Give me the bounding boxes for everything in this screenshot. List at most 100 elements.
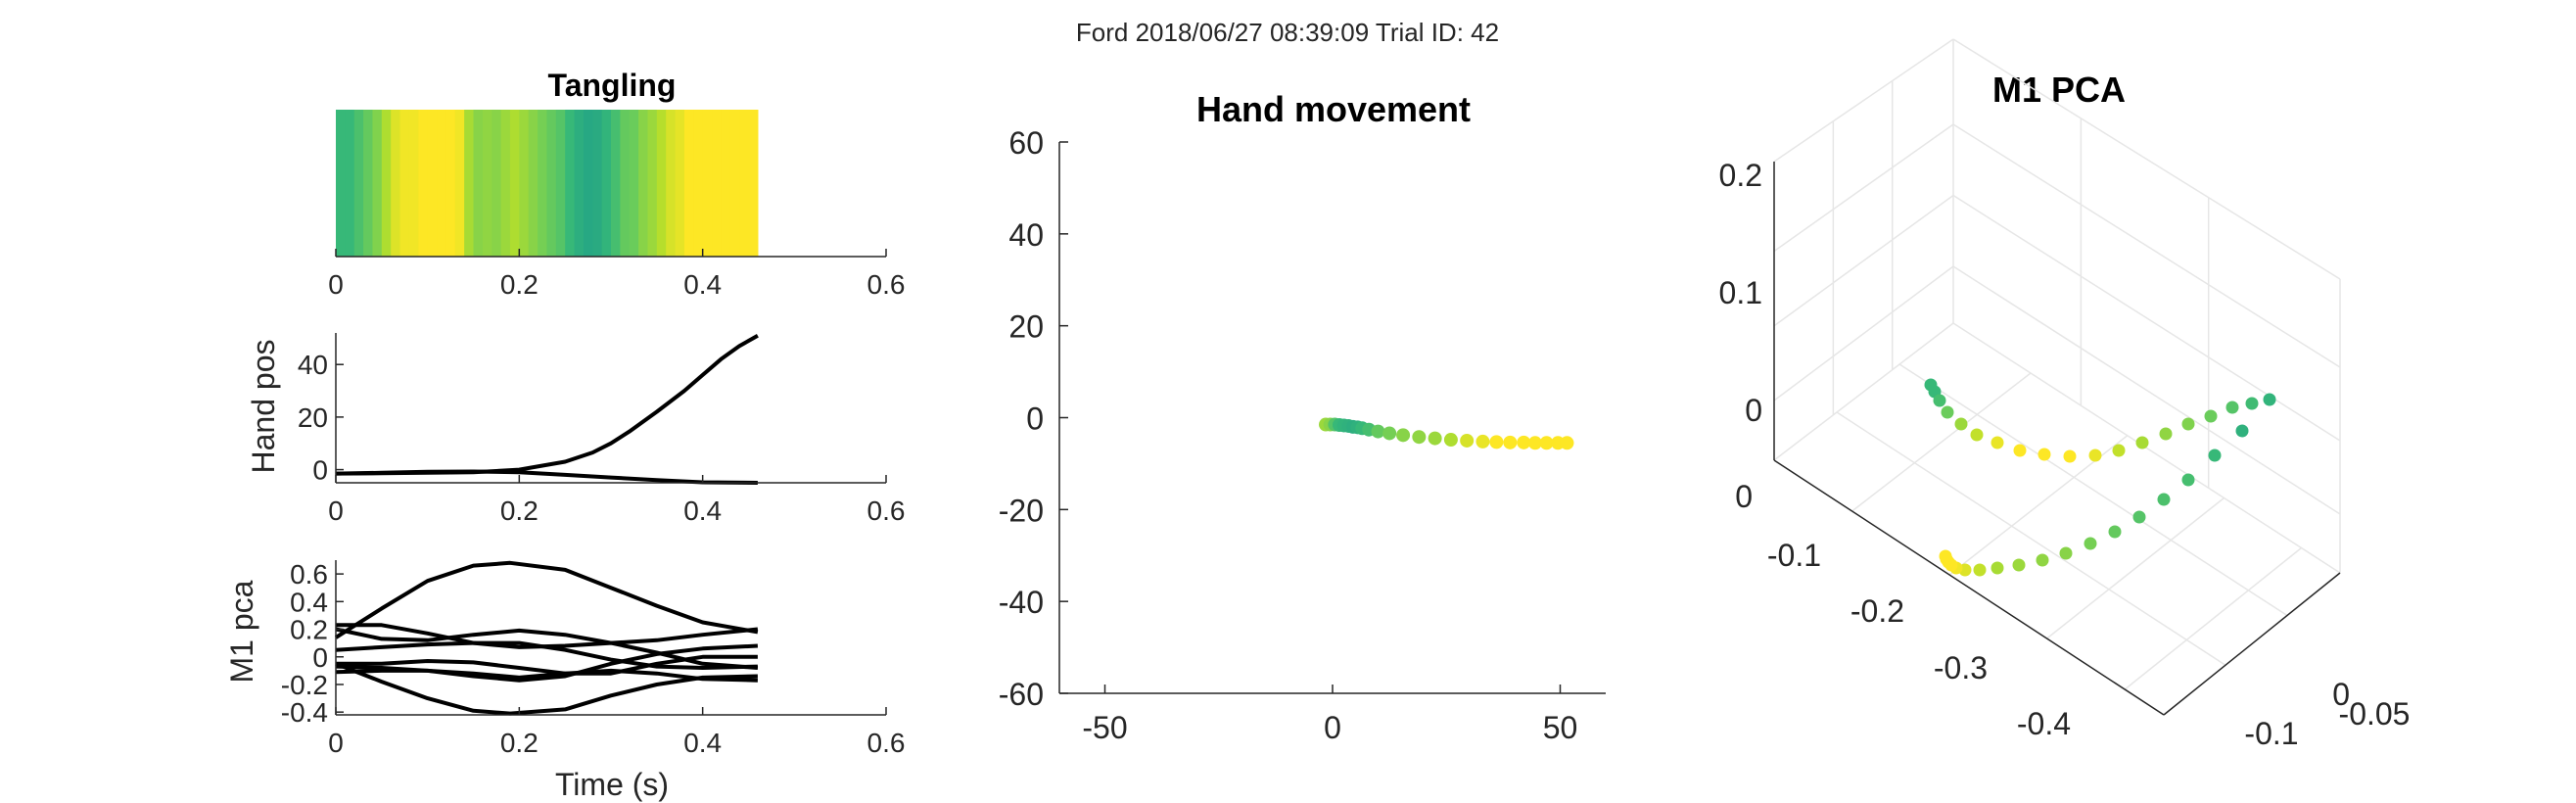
m1-pca-3d-grid bbox=[1773, 38, 2341, 716]
m1-pca-3d-title: M1 PCA bbox=[1992, 70, 2126, 110]
m1-pca-3d-points bbox=[1924, 378, 2276, 577]
p3d-y-tick-label: -0.1 bbox=[1767, 538, 1821, 573]
p3d-grid-line bbox=[1952, 194, 2341, 442]
p3d-point bbox=[1991, 436, 2004, 449]
m1-pca-ylabel: M1 pca bbox=[224, 580, 259, 683]
hm-point bbox=[1475, 434, 1490, 449]
tangling-stripe bbox=[611, 110, 621, 257]
tangling-stripe bbox=[546, 110, 557, 257]
m1-pca-x-tick-label: 0.6 bbox=[867, 728, 906, 758]
hand-movement-title: Hand movement bbox=[1196, 89, 1471, 129]
tangling-stripe bbox=[492, 110, 502, 257]
tangling-stripe bbox=[583, 110, 593, 257]
tangling-stripe bbox=[482, 110, 492, 257]
hand-pos-y-tick-label: 40 bbox=[298, 350, 328, 380]
m1-pca-x-tick-label: 0 bbox=[328, 728, 344, 758]
p3d-z-tick-label: 0 bbox=[1745, 393, 1762, 428]
tangling-stripe bbox=[601, 110, 612, 257]
tangling-stripe bbox=[629, 110, 639, 257]
tangling-stripe bbox=[647, 110, 658, 257]
hm-y-tick-label: -60 bbox=[999, 677, 1044, 712]
m1-pca-3d-panel: M1 PCA 0.20.100-0.1-0.2-0.3-0.40-0.05-0.… bbox=[1719, 38, 2411, 751]
hand-pos-series-line bbox=[335, 469, 758, 485]
tangling-stripe bbox=[748, 110, 759, 257]
p3d-point bbox=[2059, 546, 2073, 560]
m1-pca-time-panel: -0.4-0.200.20.40.60 0.2 0.4 0.6 M1 pca Time… bbox=[224, 559, 905, 802]
hand-movement-panel: Hand movement 60 40 20 0 -20 -40 -60 -50 0 50 bbox=[999, 89, 1606, 745]
hand-pos-x-tick-label: 0.2 bbox=[500, 496, 539, 526]
m1-pca-series-line bbox=[336, 623, 759, 649]
p3d-point bbox=[2181, 473, 2195, 487]
hand-pos-y-tick-label: 0 bbox=[312, 455, 328, 486]
p3d-grid-line bbox=[2046, 496, 2225, 639]
tangling-stripe bbox=[721, 110, 731, 257]
hand-pos-lines bbox=[335, 333, 759, 485]
p3d-grid-line bbox=[1952, 123, 2341, 368]
m1-pca-series-line bbox=[335, 668, 758, 683]
p3d-point bbox=[2012, 558, 2026, 572]
hm-point bbox=[1371, 424, 1385, 439]
p3d-y-tick-label: 0 bbox=[1735, 479, 1753, 514]
m1-pca-axes: -0.4-0.200.20.40.60 0.2 0.4 0.6 bbox=[281, 559, 906, 758]
p3d-y-tick-label: -0.2 bbox=[1850, 593, 1904, 629]
tangling-stripe bbox=[363, 110, 374, 257]
hand-movement-points bbox=[1319, 417, 1574, 450]
p3d-point bbox=[2084, 537, 2097, 550]
tangling-stripe bbox=[675, 110, 685, 257]
tangling-stripe bbox=[445, 110, 456, 257]
m1-pca-series-line bbox=[336, 654, 758, 676]
tangling-heatmap bbox=[336, 110, 759, 257]
p3d-y-axis bbox=[1773, 459, 2165, 716]
p3d-point bbox=[2245, 397, 2259, 410]
hand-movement-axes: 60 40 20 0 -20 -40 -60 -50 0 50 bbox=[999, 125, 1606, 745]
tangling-stripe bbox=[336, 110, 346, 257]
hm-y-tick-label: 0 bbox=[1026, 402, 1044, 437]
p3d-grid-line bbox=[2124, 546, 2302, 690]
tangling-stripe bbox=[729, 110, 740, 257]
tangling-stripe bbox=[565, 110, 576, 257]
hm-point bbox=[1503, 435, 1518, 449]
p3d-point bbox=[2108, 525, 2122, 539]
p3d-point bbox=[1954, 417, 1968, 431]
p3d-point bbox=[1933, 394, 1946, 407]
tangling-x-tick-label: 0.2 bbox=[500, 269, 539, 300]
tangling-stripe bbox=[620, 110, 631, 257]
p3d-back-edge bbox=[1952, 322, 2341, 574]
tangling-stripe bbox=[555, 110, 566, 257]
p3d-point bbox=[1973, 563, 1987, 577]
p3d-point bbox=[1970, 428, 1984, 442]
figure-title: Ford 2018/06/27 08:39:09 Trial ID: 42 bbox=[1076, 18, 1499, 47]
p3d-point bbox=[2157, 493, 2171, 506]
hand-pos-ylabel: Hand pos bbox=[246, 340, 281, 474]
m1-pca-3d-ticks: 0.20.100-0.1-0.2-0.3-0.40-0.05-0.1 bbox=[1719, 158, 2411, 751]
p3d-point bbox=[2112, 444, 2126, 457]
p3d-point bbox=[2204, 409, 2218, 423]
tangling-stripe bbox=[427, 110, 438, 257]
tangling-stripe bbox=[399, 110, 410, 257]
hm-point bbox=[1382, 426, 1397, 441]
m1-pca-x-tick-label: 0.2 bbox=[500, 728, 539, 758]
tangling-x-tick-label: 0 bbox=[328, 269, 344, 300]
hm-point bbox=[1517, 435, 1531, 449]
tangling-stripe bbox=[739, 110, 750, 257]
hm-y-tick-label: 60 bbox=[1008, 125, 1044, 161]
hm-point bbox=[1527, 436, 1542, 450]
p3d-x-tick-label: -0.1 bbox=[2244, 716, 2298, 751]
hm-point bbox=[1443, 433, 1458, 448]
tangling-stripe bbox=[638, 110, 649, 257]
p3d-back-edge bbox=[1952, 38, 2341, 280]
p3d-grid-line bbox=[1773, 123, 1954, 253]
tangling-panel: Tangling 0 0.2 0.4 0.6 bbox=[328, 68, 905, 300]
tangling-x-tick-label: 0.6 bbox=[867, 269, 906, 300]
tangling-stripe bbox=[353, 110, 364, 257]
hm-y-tick-label: 40 bbox=[1008, 217, 1044, 253]
tangling-stripe bbox=[702, 110, 713, 257]
tangling-stripe bbox=[683, 110, 694, 257]
p3d-point bbox=[2208, 449, 2222, 462]
m1-pca-x-tick-label: 0.4 bbox=[683, 728, 722, 758]
tangling-stripe bbox=[519, 110, 530, 257]
p3d-point bbox=[2181, 417, 2195, 431]
tangling-stripe bbox=[391, 110, 401, 257]
p3d-point bbox=[2132, 510, 2146, 524]
tangling-stripe bbox=[345, 110, 355, 257]
